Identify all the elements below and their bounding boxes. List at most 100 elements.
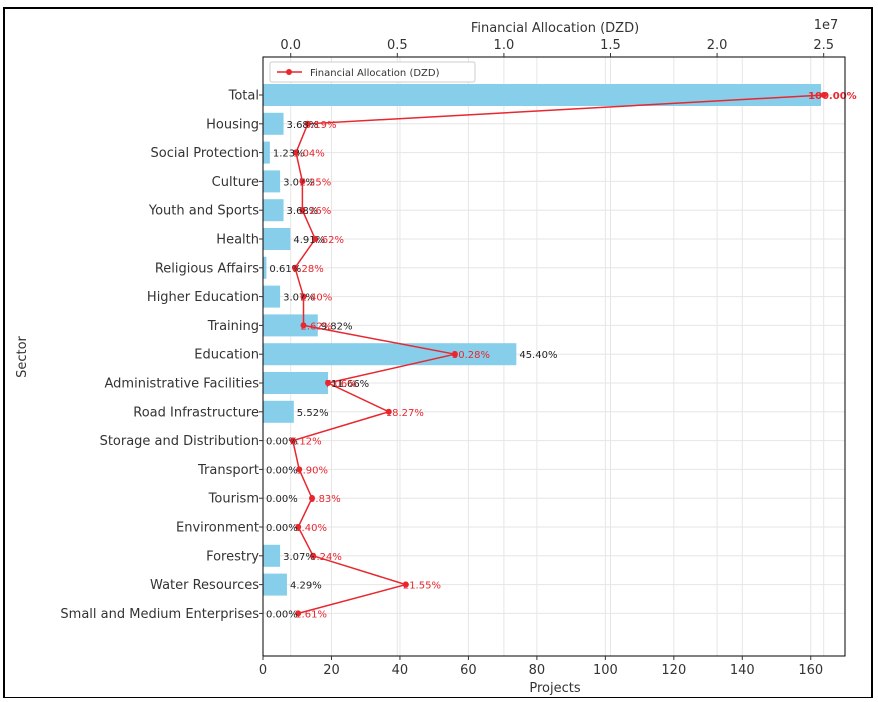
category-label-8: Training — [207, 319, 259, 334]
top-tick-label-3: 1.5 — [600, 38, 621, 53]
allocation-point-3 — [299, 178, 306, 185]
bar-value-label-5: 4.91% — [293, 235, 325, 246]
category-label-4: Youth and Sports — [148, 204, 259, 219]
bar-value-label-7: 3.07% — [283, 293, 315, 304]
x-tick-label-4: 80 — [529, 663, 546, 678]
allocation-point-1 — [304, 120, 311, 127]
allocation-label-7: 2.40% — [301, 293, 333, 304]
bar-3 — [263, 170, 281, 193]
allocation-label-8: 2.62% — [301, 321, 333, 332]
bar-5 — [263, 228, 291, 250]
allocation-point-5 — [312, 236, 319, 242]
bar-value-label-6: 0.61% — [269, 264, 301, 275]
bar-value-label-1: 3.68% — [287, 120, 319, 131]
category-label-14: Tourism — [208, 492, 259, 507]
category-label-3: Culture — [212, 175, 259, 190]
allocation-label-17: 21.55% — [403, 581, 441, 592]
category-label-7: Higher Education — [147, 290, 259, 305]
allocation-point-2 — [293, 149, 300, 156]
top-tick-label-0: 0.0 — [280, 38, 301, 53]
allocation-label-14: 3.83% — [309, 494, 341, 505]
legend-label: Financial Allocation (DZD) — [310, 68, 440, 79]
plot-area — [262, 56, 846, 657]
category-label-13: Transport — [197, 463, 259, 478]
bar-value-label-15: 0.00% — [266, 523, 298, 534]
top-axis-title: Financial Allocation (DZD) — [471, 21, 639, 36]
allocation-point-17 — [402, 581, 409, 588]
allocation-label-1: 3.19% — [305, 120, 337, 131]
category-label-16: Forestry — [206, 549, 259, 564]
allocation-label-13: 1.90% — [296, 465, 328, 476]
allocation-label-3: 2.25% — [299, 177, 331, 188]
bar-0 — [263, 84, 822, 106]
bar-value-label-8: 9.82% — [321, 321, 353, 332]
allocation-point-0 — [820, 92, 827, 98]
bar-series — [263, 84, 822, 596]
bar-value-label-3: 3.07% — [283, 177, 315, 188]
bar-value-label-18: 0.00% — [266, 609, 298, 620]
bar-11 — [263, 400, 294, 423]
bar-17 — [263, 573, 287, 596]
category-label-0: Total — [228, 89, 259, 104]
axes: 0 20 40 60 80 100 120 140 160 0.0 0.5 1.0 1.5 2.0 2.5 T… — [60, 38, 834, 678]
bar-value-label-2: 1.23% — [273, 149, 305, 160]
top-tick-label-2: 1.0 — [494, 38, 515, 53]
bar-16 — [263, 544, 281, 567]
x-tick-label-5: 100 — [593, 663, 618, 678]
category-label-9: Education — [194, 348, 259, 363]
allocation-label-5: 4.62% — [312, 235, 344, 246]
bar-value-label-17: 4.29% — [290, 581, 322, 592]
bar-7 — [263, 285, 281, 308]
allocation-label-2: 1.04% — [293, 149, 325, 160]
allocation-point-12 — [289, 437, 296, 444]
allocation-point-4 — [299, 207, 306, 214]
bar-value-label-4: 3.68% — [287, 206, 319, 217]
legend-box — [269, 61, 476, 83]
category-label-17: Water Resources — [150, 578, 259, 593]
bar-value-label-13: 0.00% — [266, 465, 298, 476]
x-tick-label-7: 140 — [730, 663, 755, 678]
category-label-11: Road Infrastructure — [133, 405, 259, 420]
bar-value-label-12: 0.00% — [266, 437, 298, 448]
top-tick-label-5: 2.5 — [813, 38, 834, 53]
x-tick-label-8: 160 — [798, 663, 823, 678]
category-label-5: Health — [216, 233, 259, 248]
allocation-label-16: 4.24% — [310, 552, 342, 563]
bar-value-label-14: 0.00% — [266, 494, 298, 505]
allocation-label-9: 30.28% — [452, 350, 490, 361]
bar-1 — [263, 112, 284, 135]
allocation-label-12: 0.12% — [290, 437, 322, 448]
x-tick-label-2: 40 — [392, 663, 409, 678]
bar-10 — [263, 372, 329, 394]
top-tick-label-1: 0.5 — [387, 38, 408, 53]
category-label-10: Administrative Facilities — [105, 377, 260, 392]
category-label-15: Environment — [176, 521, 259, 536]
bar-value-label-9: 45.40% — [519, 350, 557, 361]
x-tick-label-6: 120 — [661, 663, 686, 678]
allocation-point-13 — [296, 466, 303, 473]
top-tick-label-4: 2.0 — [707, 38, 728, 53]
allocation-label-4: 2.26% — [299, 206, 331, 217]
bar-value-label-11: 5.52% — [297, 408, 329, 419]
allocation-point-15 — [295, 524, 302, 530]
allocation-label-6: 0.28% — [292, 264, 324, 275]
category-label-6: Religious Affairs — [155, 261, 259, 276]
data-labels: 3.68% 1.23% 3.07% 3.68% 4.91% 0.61% 3.07% 9.82%… — [266, 91, 857, 620]
legend: Financial Allocation (DZD) — [269, 61, 476, 83]
bar-2 — [263, 141, 270, 164]
allocation-label-10: 7.06% — [325, 379, 357, 390]
x-tick-label-1: 20 — [323, 663, 340, 678]
category-label-18: Small and Medium Enterprises — [60, 607, 259, 622]
y-axis-title: Sector — [15, 335, 30, 377]
legend-marker — [286, 69, 292, 75]
allocation-label-0: 100.00% — [808, 91, 857, 102]
category-label-12: Storage and Distribution — [100, 434, 259, 449]
bar-9 — [263, 343, 517, 366]
x-axis-title: Projects — [529, 681, 580, 696]
allocation-label-11: 18.27% — [386, 408, 424, 419]
allocation-point-18 — [295, 610, 302, 617]
allocation-point-16 — [310, 552, 317, 559]
category-label-2: Social Protection — [151, 146, 259, 161]
